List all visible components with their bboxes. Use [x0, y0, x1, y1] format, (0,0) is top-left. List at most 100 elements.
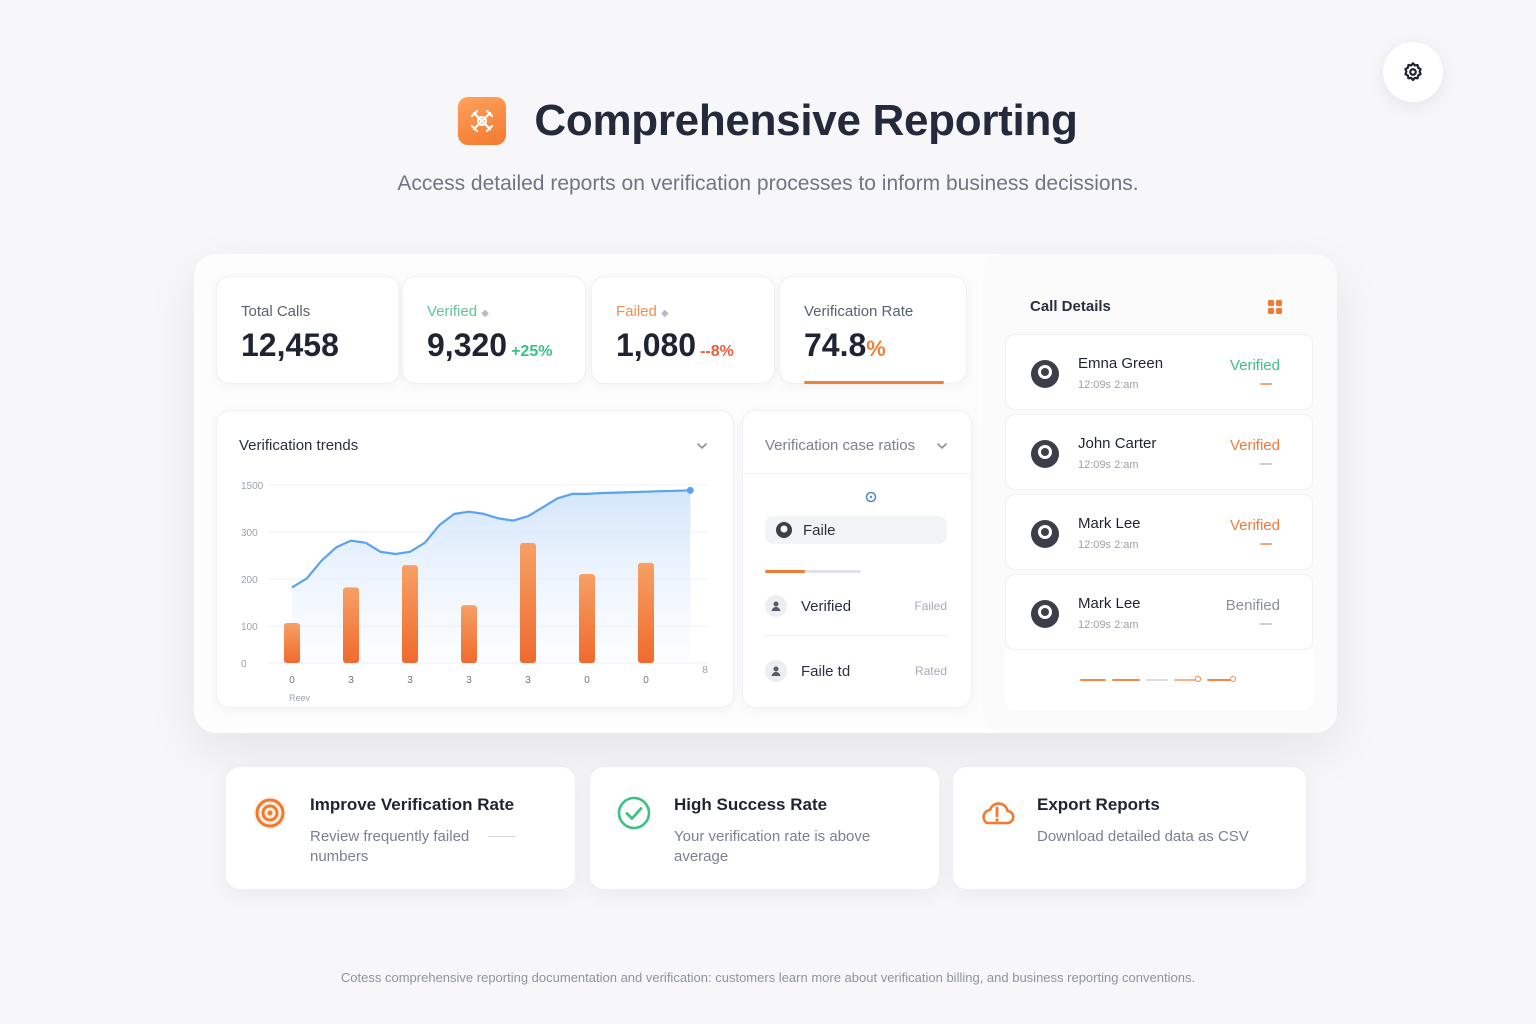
pager-segment[interactable]: [1080, 679, 1106, 681]
pager-segment[interactable]: [1112, 679, 1140, 681]
ratios-body: Faile Verified Failed Faile td Rated: [743, 473, 973, 707]
trend-bar: [638, 562, 654, 663]
call-status: Verified: [1229, 437, 1280, 454]
trend-line: [291, 489, 691, 589]
trend-bar: [461, 605, 477, 663]
trend-bar: [579, 574, 595, 663]
trend-bar: [284, 622, 300, 663]
ratio-progress-fill: [765, 570, 806, 573]
pager-dot[interactable]: [1230, 676, 1236, 682]
user-round-icon: [765, 595, 787, 617]
y-tick-label: 100: [241, 622, 258, 633]
call-status: Verified: [1229, 517, 1280, 534]
grid-menu-icon[interactable]: [1267, 299, 1283, 315]
x-tick-label: 0: [643, 675, 649, 686]
x-tick-label: 0: [584, 675, 590, 686]
tip-card-high-success[interactable]: High Success Rate Your verification rate…: [590, 767, 939, 889]
check-circle-icon: [617, 796, 651, 830]
caller-time: 12:09s 2:am: [1078, 379, 1139, 391]
ratios-title: Verification case ratios: [765, 437, 916, 454]
tools-icon: [471, 109, 494, 133]
caller-name: John Carter: [1078, 435, 1157, 452]
caller-time: 12:09s 2:am: [1078, 459, 1139, 471]
call-details-panel: Call Details Emna Green 12:09s 2:am Verifi…: [983, 254, 1337, 733]
stat-card-verification-rate: Verification Rate 74.8%: [779, 276, 967, 384]
stat-value-row: 1,080 --8%: [616, 327, 734, 364]
chevron-down-icon[interactable]: [935, 439, 949, 453]
filter-chip-failed[interactable]: Faile: [765, 516, 947, 544]
caller-name: Mark Lee: [1078, 515, 1141, 532]
avatar-icon: [1031, 600, 1059, 628]
stat-card-failed: Failed ◆ 1,080 --8%: [591, 276, 775, 384]
ratio-progress: [765, 570, 861, 573]
y-tick-label: 200: [241, 575, 258, 586]
stat-value: 9,320: [427, 327, 508, 363]
caller-name: Emna Green: [1078, 355, 1164, 372]
verification-rate-bar: [804, 381, 944, 384]
tip-title: High Success Rate: [674, 795, 828, 814]
pager-segment[interactable]: [1207, 679, 1235, 681]
refresh-icon[interactable]: [864, 490, 878, 504]
avatar-icon: [1031, 440, 1059, 468]
y-tick-label: 0: [241, 659, 247, 670]
app-logo: [458, 97, 507, 145]
trend-bar: [343, 587, 359, 663]
caller-name: Mark Lee: [1078, 595, 1141, 612]
chevron-down-icon[interactable]: [695, 439, 709, 453]
stat-delta: --8%: [700, 343, 734, 360]
stat-value-row: 9,320 +25%: [427, 327, 552, 364]
call-row[interactable]: Mark Lee 12:09s 2:am Benified: [1005, 574, 1313, 650]
stat-label: Total Calls: [241, 303, 311, 320]
x-tick-label: 3: [466, 675, 472, 686]
x-tick-label: 3: [348, 675, 354, 686]
page-title: Comprehensive Reporting: [534, 96, 1078, 145]
x-tick-label: 3: [407, 675, 413, 686]
tip-card-improve-rate[interactable]: Improve Verification Rate Review frequen…: [226, 767, 575, 889]
page-subtitle: Access detailed reports on verification …: [397, 172, 1139, 195]
stat-value: 1,080: [616, 327, 697, 363]
gear-icon: [1404, 62, 1422, 82]
trend-endpoint: [686, 486, 694, 494]
divider: [765, 635, 947, 636]
chip-label: Faile: [803, 521, 836, 539]
x-caption: Reev: [289, 693, 311, 703]
pager-segment[interactable]: [1146, 679, 1168, 681]
stat-value-row: 74.8%: [804, 327, 886, 364]
pager-segment[interactable]: [1174, 679, 1200, 681]
stat-label: Verified ◆: [427, 303, 489, 320]
ratio-row-label: Faile td: [801, 662, 851, 680]
pager-dot[interactable]: [1195, 676, 1201, 682]
stat-label: Failed ◆: [616, 303, 669, 320]
tip-card-export-reports[interactable]: Export Reports Download detailed data as…: [953, 767, 1306, 889]
verification-ratios-card: Verification case ratios Faile Verified …: [742, 410, 973, 708]
user-round-icon: [765, 660, 787, 682]
user-icon: [776, 522, 792, 538]
alert-cloud-icon: [982, 802, 1015, 825]
trend-bar: [402, 565, 418, 663]
info-dot-icon: ◆: [481, 308, 489, 319]
call-status: Benified: [1225, 597, 1280, 614]
stat-label-text: Verified: [427, 303, 478, 320]
stat-delta: +25%: [511, 343, 553, 360]
y-tick-label: 300: [241, 528, 258, 539]
verification-trends-card: Verification trends 1500 300 200 100 0 0 3 3 3 3 0…: [216, 410, 734, 708]
ratio-row-side: Failed: [914, 599, 947, 613]
caller-time: 12:09s 2:am: [1078, 539, 1139, 551]
pagination[interactable]: [1005, 650, 1313, 710]
call-row[interactable]: Mark Lee 12:09s 2:am Verified: [1005, 494, 1313, 570]
tip-title: Export Reports: [1037, 795, 1160, 814]
divider: [488, 836, 516, 837]
tip-text: Download detailed data as CSV: [1037, 828, 1249, 845]
call-row[interactable]: Emna Green 12:09s 2:am Verified: [1005, 334, 1313, 410]
settings-button[interactable]: [1383, 42, 1443, 102]
stat-unit: %: [866, 336, 886, 361]
trend-bar: [520, 542, 536, 663]
tip-text: Your verification rate is above average: [674, 828, 871, 865]
page-header: Comprehensive Reporting Access detailed …: [0, 96, 1536, 196]
status-dash: [1260, 383, 1272, 385]
ratio-row[interactable]: Faile td Rated: [765, 649, 947, 693]
status-dash: [1260, 463, 1272, 465]
call-row[interactable]: John Carter 12:09s 2:am Verified: [1005, 414, 1313, 490]
ratio-row[interactable]: Verified Failed: [765, 584, 947, 628]
